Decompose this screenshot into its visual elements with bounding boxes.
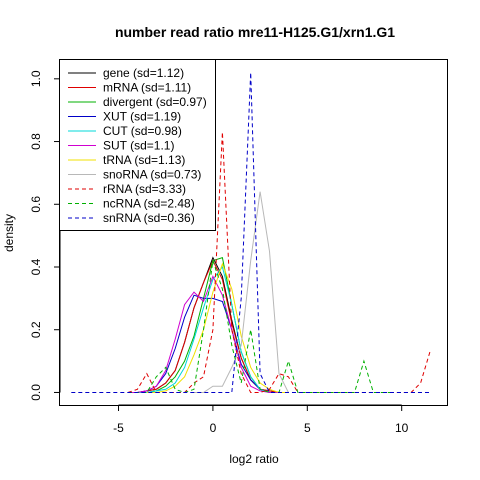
series-line-snorna <box>194 191 289 393</box>
legend-label-divergent: divergent (sd=0.97) <box>103 95 207 109</box>
series-line-ncrna <box>128 260 393 394</box>
legend-label-snrna: snRNA (sd=0.36) <box>103 211 195 225</box>
y-tick-label: 0.2 <box>29 321 43 338</box>
y-tick-label: 0.4 <box>29 258 43 275</box>
series-line-xut <box>128 294 279 393</box>
y-tick-label: 1.0 <box>29 70 43 87</box>
legend-label-sut: SUT (sd=1.1) <box>103 139 174 153</box>
legend-label-mrna: mRNA (sd=1.11) <box>103 81 191 95</box>
legend-label-xut: XUT (sd=1.19) <box>103 110 181 124</box>
legend-label-ncrna: ncRNA (sd=2.48) <box>103 197 195 211</box>
y-tick-label: 0.0 <box>29 384 43 401</box>
series-line-trna <box>146 262 289 393</box>
x-axis: -5 0 5 10 <box>113 404 409 435</box>
y-axis-label: density <box>2 214 16 252</box>
chart-title: number read ratio mre11-H125.G1/xrn1.G1 <box>115 24 395 40</box>
x-tick-label: 10 <box>395 421 409 435</box>
legend-label-gene: gene (sd=1.12) <box>103 66 184 80</box>
series-line-sut <box>128 275 279 393</box>
x-tick-label: -5 <box>113 421 124 435</box>
plot-lines <box>71 72 431 394</box>
legend-label-trna: tRNA (sd=1.13) <box>103 153 185 167</box>
x-tick-label: 5 <box>304 421 311 435</box>
x-axis-label: log2 ratio <box>229 452 279 466</box>
legend-label-snorna: snoRNA (sd=0.73) <box>103 168 201 182</box>
y-tick-label: 0.6 <box>29 196 43 213</box>
y-axis: 0.0 0.2 0.4 0.6 0.8 1.0 <box>29 70 61 401</box>
y-tick-label: 0.8 <box>29 133 43 150</box>
legend-label-cut: CUT (sd=0.98) <box>103 124 182 138</box>
legend: gene (sd=1.12)mRNA (sd=1.11)divergent (s… <box>59 59 216 231</box>
series-line-divergent <box>137 256 279 393</box>
x-tick-label: 0 <box>210 421 217 435</box>
legend-label-rrna: rRNA (sd=3.33) <box>103 182 186 196</box>
